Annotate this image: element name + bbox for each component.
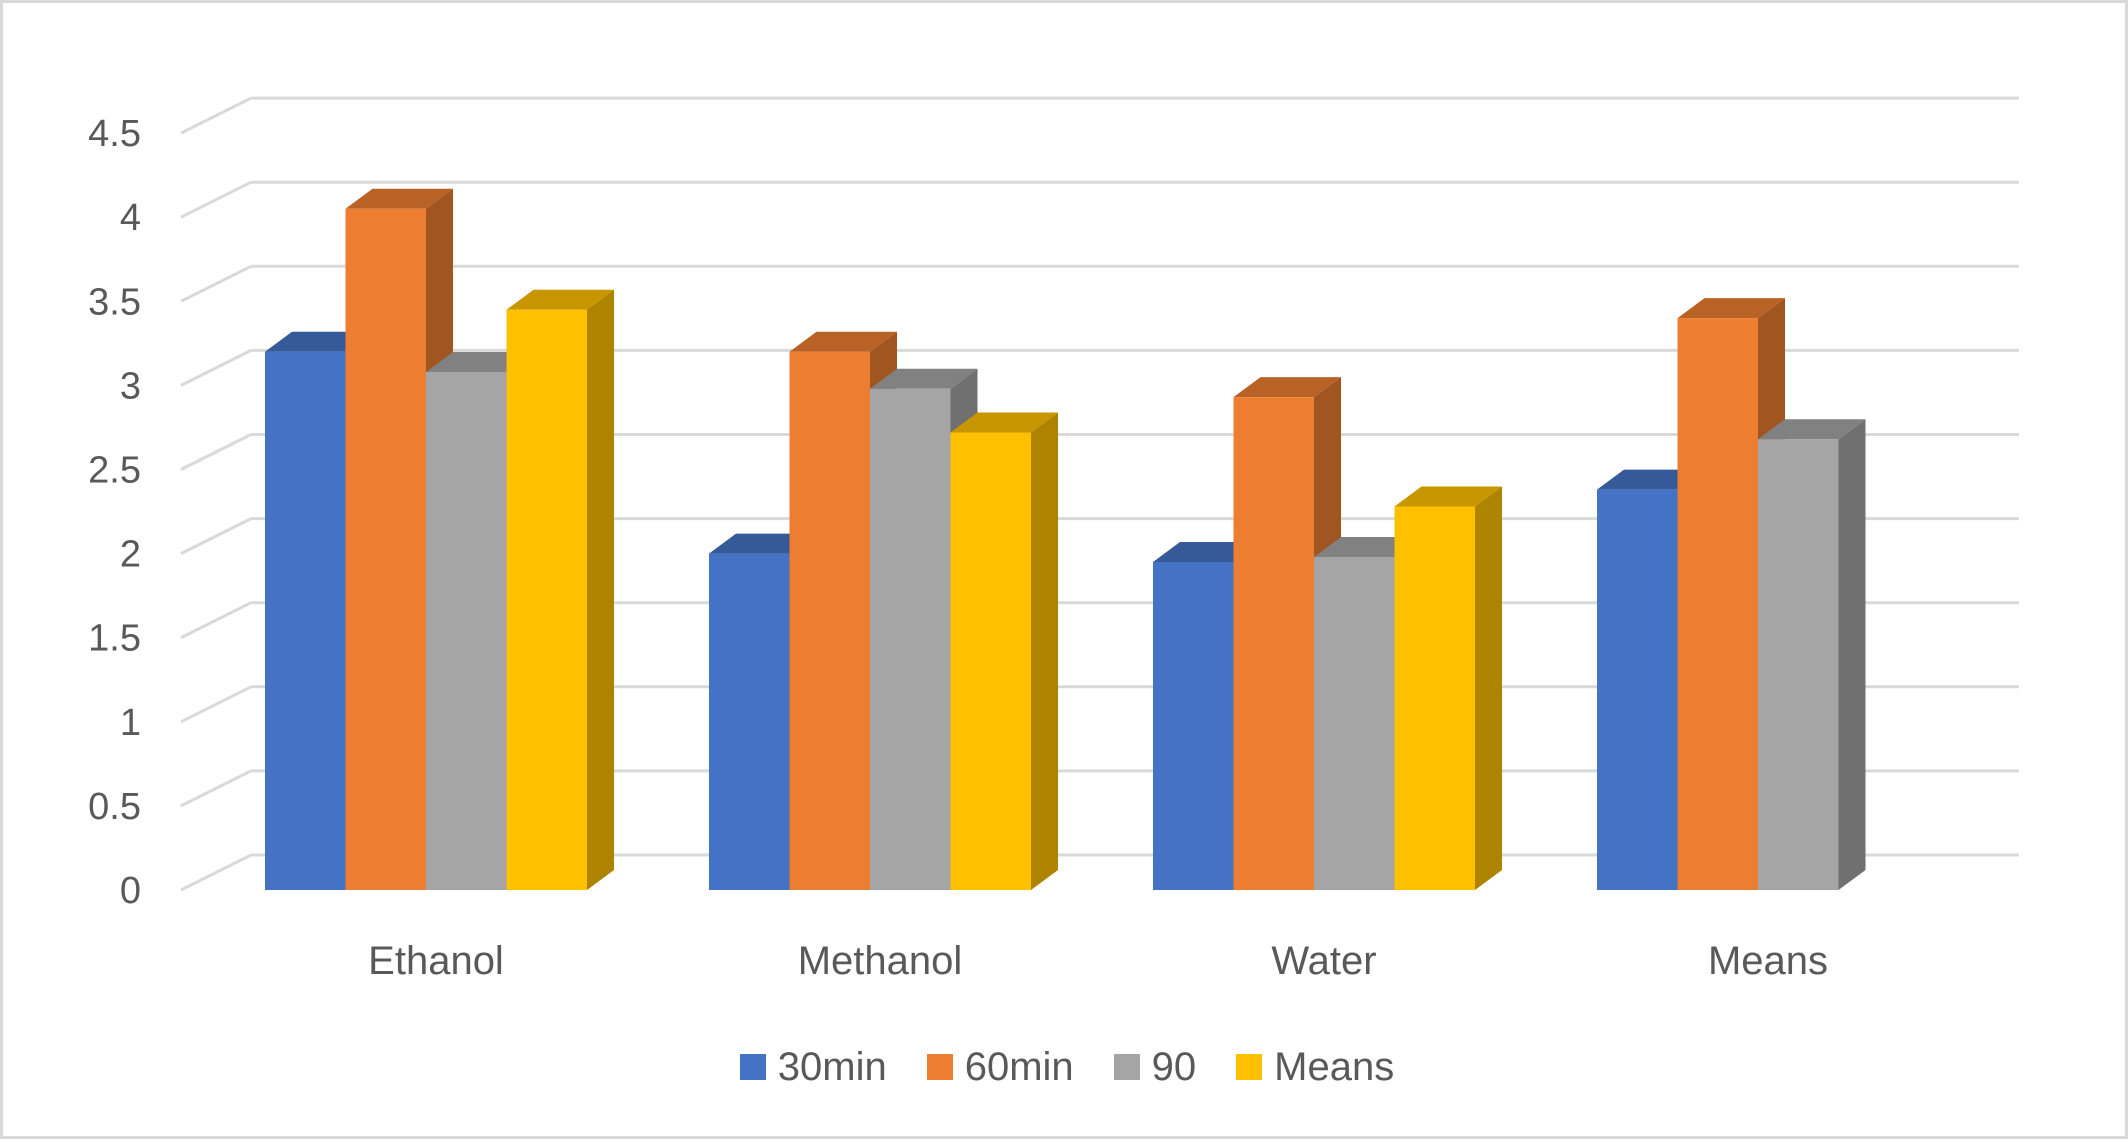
y-tick-label: 1.5 <box>88 618 141 660</box>
gridline-side <box>180 433 252 471</box>
y-tick-label: 0.5 <box>88 786 141 828</box>
y-axis-ticks: 0 0.5 1 1.5 2 2.5 3 3.5 4 4.5 <box>88 113 141 912</box>
gridline-side <box>180 685 252 724</box>
y-tick-label: 2 <box>120 534 141 576</box>
y-tick-label: 4.5 <box>88 113 141 155</box>
legend-item: 30min <box>739 1044 887 1090</box>
x-category-label: Ethanol <box>368 939 504 983</box>
x-category-label: Water <box>1271 939 1376 983</box>
gridline-side <box>180 853 252 892</box>
y-tick-label: 2.5 <box>88 450 141 492</box>
gridline-side <box>180 517 252 555</box>
bar-means-90 <box>1758 419 1866 890</box>
legend: 30min 60min 90 Means <box>3 1039 2128 1095</box>
legend-swatch <box>1236 1054 1263 1080</box>
y-tick-label: 1 <box>120 702 141 744</box>
x-axis-categories: Ethanol Methanol Water Means <box>368 939 1828 983</box>
legend-item: 60min <box>926 1044 1074 1090</box>
bar-ethanol-means <box>506 289 614 891</box>
legend-swatch <box>1113 1054 1140 1080</box>
legend-swatch <box>926 1054 953 1080</box>
gridline-side <box>180 180 252 219</box>
bars <box>265 188 1866 891</box>
y-tick-label: 0 <box>120 870 141 912</box>
gridline-side <box>180 264 252 303</box>
bar-water-60min <box>1233 377 1341 890</box>
legend-label: Means <box>1274 1044 1395 1089</box>
chart-plot: 0 0.5 1 1.5 2 2.5 3 3.5 4 4.5 Ethanol Methanol Wate… <box>88 96 2019 983</box>
x-category-label: Methanol <box>798 939 963 983</box>
bar-water-means <box>1394 486 1502 890</box>
y-tick-label: 3.5 <box>88 281 141 323</box>
legend-label: 60min <box>964 1044 1074 1089</box>
gridline-side <box>180 96 252 135</box>
legend-item: 90 <box>1113 1044 1197 1090</box>
bar-methanol-means <box>950 412 1058 890</box>
legend-label: 30min <box>777 1044 887 1089</box>
gridline-side <box>180 601 252 640</box>
gridline-side <box>180 769 252 808</box>
legend-item: Means <box>1236 1045 1394 1090</box>
y-tick-label: 4 <box>120 197 141 239</box>
x-category-label: Means <box>1708 939 1828 983</box>
legend-label: 90 <box>1151 1044 1197 1089</box>
y-tick-label: 3 <box>120 365 141 407</box>
legend-swatch <box>739 1054 766 1080</box>
gridline-side <box>180 349 252 387</box>
